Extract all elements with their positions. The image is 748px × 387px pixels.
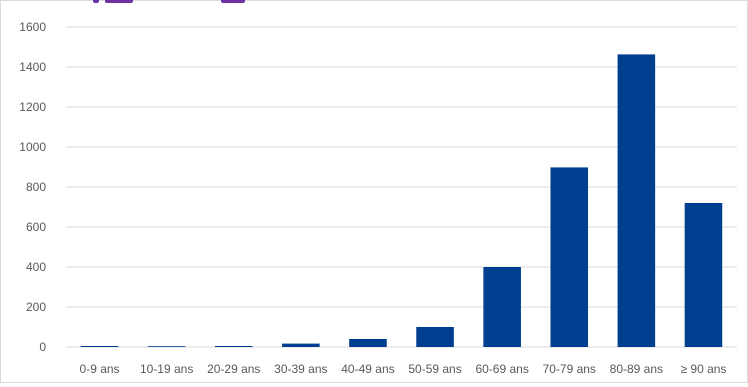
x-tick-label: 20-29 ans <box>207 362 260 376</box>
x-axis-ticks: 0-9 ans 10-19 ans 20-29 ans 30-39 ans 40-49 … <box>80 362 727 376</box>
y-tick-label: 0 <box>39 340 46 354</box>
bar <box>483 267 521 347</box>
x-tick-label: 0-9 ans <box>80 362 120 376</box>
bar <box>550 167 589 347</box>
bar <box>80 346 119 347</box>
y-tick-label: 600 <box>26 220 46 234</box>
bars <box>80 54 723 348</box>
bar <box>416 327 454 347</box>
bar <box>684 203 723 347</box>
x-tick-label: 30-39 ans <box>274 362 327 376</box>
bar <box>617 54 656 348</box>
bar <box>349 339 387 347</box>
title-stroke <box>221 0 245 3</box>
x-tick-label: 10-19 ans <box>140 362 193 376</box>
x-tick-label: 70-79 ans <box>543 362 596 376</box>
x-tick-label: 50-59 ans <box>408 362 461 376</box>
title-stroke <box>105 0 133 3</box>
x-tick-label: ≥ 90 ans <box>680 362 726 376</box>
bar <box>214 346 253 347</box>
x-tick-label: 60-69 ans <box>475 362 528 376</box>
bar <box>282 343 320 347</box>
y-tick-label: 1400 <box>19 60 46 74</box>
x-tick-label: 80-89 ans <box>610 362 663 376</box>
y-tick-label: 200 <box>26 300 46 314</box>
cropped-title-fragment <box>93 0 313 6</box>
title-stroke <box>93 0 99 3</box>
y-tick-label: 1600 <box>19 20 46 34</box>
y-tick-label: 1000 <box>19 140 46 154</box>
y-tick-label: 800 <box>26 180 46 194</box>
gridlines <box>66 26 737 348</box>
y-tick-label: 400 <box>26 260 46 274</box>
x-tick-label: 40-49 ans <box>341 362 394 376</box>
y-tick-label: 1200 <box>19 100 46 114</box>
y-axis-ticks: 0 200 400 600 800 1000 1200 1400 1600 <box>19 20 46 354</box>
bar <box>147 346 186 347</box>
